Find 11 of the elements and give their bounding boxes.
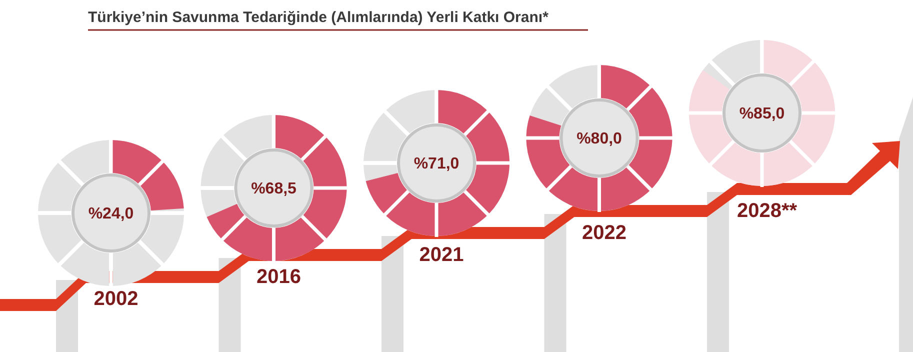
- text: Türkiye’nin Savunma Tedariğinde (Alımlarında) Yerli Katkı Oranı*: [88, 9, 549, 26]
- data-label: %68,5: [251, 180, 297, 198]
- category-label: 2016: [256, 266, 301, 288]
- category-label: 2028**: [736, 200, 798, 222]
- data-label: %85,0: [739, 106, 785, 123]
- category-label: 2002: [94, 288, 138, 310]
- category-label: 2022: [582, 222, 626, 244]
- data-label: %24,0: [88, 206, 134, 223]
- category-label: 2021: [419, 244, 464, 266]
- data-label: %71,0: [414, 156, 460, 173]
- data-label: %80,0: [576, 130, 622, 148]
